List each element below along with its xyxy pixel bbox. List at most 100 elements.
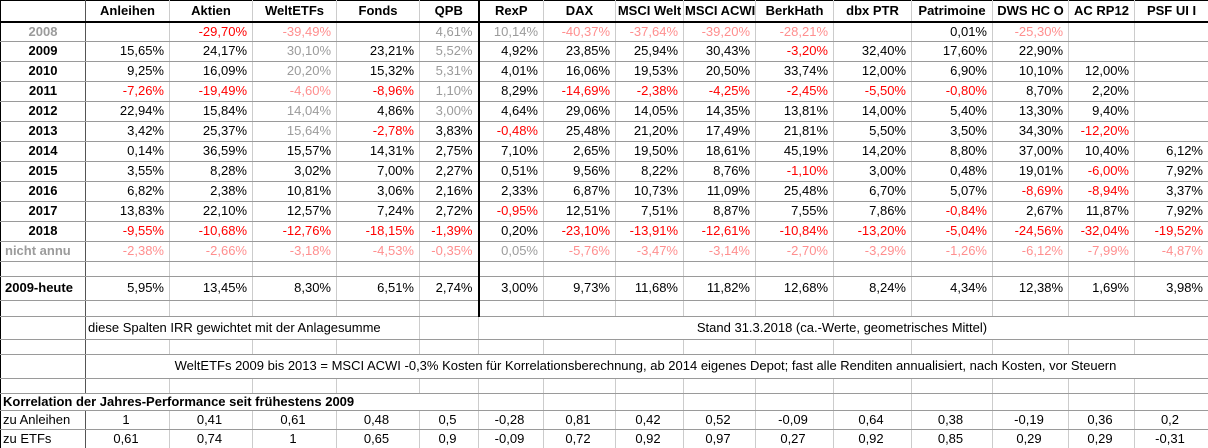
data-cell[interactable]: 14,00%: [833, 101, 912, 122]
data-cell[interactable]: 13,30%: [992, 101, 1069, 122]
data-cell[interactable]: -6,00%: [1068, 161, 1135, 182]
data-cell[interactable]: [419, 339, 479, 355]
data-cell[interactable]: 7,55%: [755, 201, 834, 222]
data-cell[interactable]: 7,51%: [615, 201, 684, 222]
data-cell[interactable]: -3,47%: [615, 241, 684, 262]
correlation-cell[interactable]: 0,2: [1134, 410, 1208, 430]
data-cell[interactable]: 2,27%: [419, 161, 479, 182]
data-cell[interactable]: 11,68%: [615, 276, 684, 301]
correlation-cell[interactable]: 0,52: [683, 410, 756, 430]
data-cell[interactable]: -13,91%: [615, 221, 684, 242]
data-cell[interactable]: -13,20%: [833, 221, 912, 242]
data-cell[interactable]: -12,61%: [683, 221, 756, 242]
data-cell[interactable]: 4,64%: [477, 101, 544, 122]
data-cell[interactable]: 16,06%: [543, 61, 616, 82]
row-label[interactable]: 2015: [0, 161, 86, 182]
data-cell[interactable]: [755, 339, 834, 355]
note-stand-date[interactable]: Stand 31.3.2018 (ca.-Werte, geometrische…: [478, 316, 1208, 340]
data-cell[interactable]: [1068, 339, 1135, 355]
data-cell[interactable]: [478, 339, 544, 355]
data-cell[interactable]: [336, 300, 420, 317]
data-cell[interactable]: [1134, 393, 1208, 411]
data-cell[interactable]: 11,09%: [683, 181, 756, 202]
data-cell[interactable]: [336, 21, 420, 42]
data-cell[interactable]: -12,76%: [252, 221, 337, 242]
data-cell[interactable]: 5,31%: [419, 61, 479, 82]
column-header[interactable]: Anleihen: [85, 0, 170, 23]
data-cell[interactable]: -4,87%: [1134, 241, 1208, 262]
data-cell[interactable]: [992, 393, 1069, 411]
data-cell[interactable]: [1134, 61, 1208, 82]
data-cell[interactable]: 4,61%: [419, 21, 479, 42]
data-cell[interactable]: 7,86%: [833, 201, 912, 222]
data-cell[interactable]: 1,69%: [1068, 276, 1135, 301]
data-cell[interactable]: [478, 378, 544, 394]
column-header[interactable]: MSCI Welt: [615, 0, 684, 23]
data-cell[interactable]: [543, 261, 616, 277]
data-cell[interactable]: 25,37%: [169, 121, 253, 142]
note-weltetfs-method[interactable]: WeltETFs 2009 bis 2013 = MSCI ACWI -0,3%…: [85, 354, 1208, 379]
data-cell[interactable]: -19,49%: [169, 81, 253, 102]
data-cell[interactable]: 3,37%: [1134, 181, 1208, 202]
correlation-row-label[interactable]: zu ETFs: [0, 429, 86, 448]
data-cell[interactable]: 12,38%: [992, 276, 1069, 301]
data-cell[interactable]: -5,04%: [911, 221, 993, 242]
data-cell[interactable]: 5,40%: [911, 101, 993, 122]
data-cell[interactable]: [169, 378, 253, 394]
data-cell[interactable]: [683, 339, 756, 355]
data-cell[interactable]: -0,95%: [477, 201, 544, 222]
data-cell[interactable]: [419, 261, 479, 277]
data-cell[interactable]: -9,55%: [85, 221, 170, 242]
data-cell[interactable]: [615, 393, 684, 411]
data-cell[interactable]: -25,30%: [992, 21, 1069, 42]
data-cell[interactable]: 10,40%: [1068, 141, 1135, 162]
data-cell[interactable]: 15,57%: [252, 141, 337, 162]
row-label[interactable]: [0, 354, 86, 379]
data-cell[interactable]: [336, 339, 420, 355]
data-cell[interactable]: -24,56%: [992, 221, 1069, 242]
data-cell[interactable]: 3,00%: [833, 161, 912, 182]
data-cell[interactable]: 13,83%: [85, 201, 170, 222]
correlation-cell[interactable]: 0,64: [833, 410, 912, 430]
data-cell[interactable]: 9,56%: [543, 161, 616, 182]
data-cell[interactable]: -3,18%: [252, 241, 337, 262]
data-cell[interactable]: -5,76%: [543, 241, 616, 262]
data-cell[interactable]: [992, 378, 1069, 394]
data-cell[interactable]: 8,22%: [615, 161, 684, 182]
data-cell[interactable]: -1,39%: [419, 221, 479, 242]
data-cell[interactable]: 3,02%: [252, 161, 337, 182]
data-cell[interactable]: 9,73%: [543, 276, 616, 301]
data-cell[interactable]: 22,94%: [85, 101, 170, 122]
data-cell[interactable]: 3,00%: [419, 101, 479, 122]
data-cell[interactable]: 29,06%: [543, 101, 616, 122]
data-cell[interactable]: 0,48%: [911, 161, 993, 182]
data-cell[interactable]: 2,20%: [1068, 81, 1135, 102]
data-cell[interactable]: 2,75%: [419, 141, 479, 162]
data-cell[interactable]: 23,85%: [543, 41, 616, 62]
data-cell[interactable]: [1134, 121, 1208, 142]
column-header[interactable]: Aktien: [169, 0, 253, 23]
column-header[interactable]: WeltETFs: [252, 0, 337, 23]
column-header[interactable]: DWS HC O: [992, 0, 1069, 23]
data-cell[interactable]: 34,30%: [992, 121, 1069, 142]
data-cell[interactable]: 5,07%: [911, 181, 993, 202]
row-label[interactable]: nicht annu: [0, 241, 86, 262]
data-cell[interactable]: 18,61%: [683, 141, 756, 162]
data-cell[interactable]: 19,53%: [615, 61, 684, 82]
row-label[interactable]: 2009-heute: [0, 276, 86, 301]
data-cell[interactable]: [833, 339, 912, 355]
data-cell[interactable]: [252, 339, 337, 355]
data-cell[interactable]: 12,00%: [833, 61, 912, 82]
data-cell[interactable]: 22,90%: [992, 41, 1069, 62]
data-cell[interactable]: 12,51%: [543, 201, 616, 222]
data-cell[interactable]: [755, 261, 834, 277]
data-cell[interactable]: [169, 300, 253, 317]
data-cell[interactable]: -4,25%: [683, 81, 756, 102]
data-cell[interactable]: [683, 261, 756, 277]
data-cell[interactable]: [833, 300, 912, 317]
data-cell[interactable]: [911, 393, 993, 411]
data-cell[interactable]: 25,48%: [755, 181, 834, 202]
corner-cell[interactable]: [0, 0, 86, 23]
data-cell[interactable]: [1068, 261, 1135, 277]
correlation-cell[interactable]: 0,65: [336, 429, 420, 448]
